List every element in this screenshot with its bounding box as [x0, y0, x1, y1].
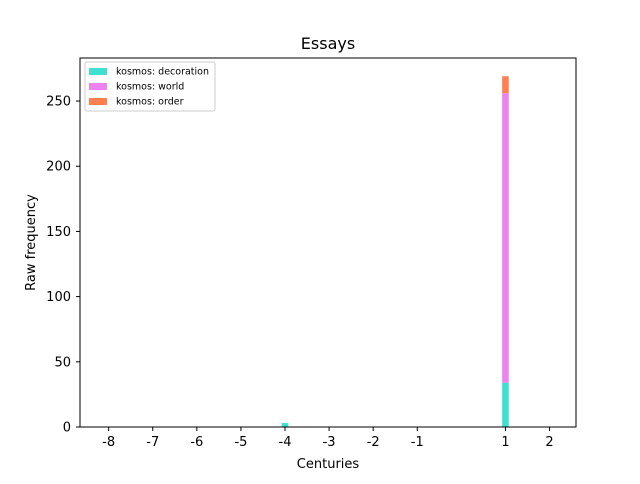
chart-title: Essays [301, 34, 355, 53]
x-tick-label: -2 [367, 435, 380, 450]
x-axis-label: Centuries [297, 457, 360, 472]
x-axis-ticks: -8 -7 -6 -5 -4 -3 -2 -1 1 2 [102, 427, 554, 450]
legend-swatch [89, 98, 107, 105]
legend-label: kosmos: world [116, 82, 184, 93]
legend-box [84, 61, 216, 112]
bar-x1-series-0 [502, 382, 509, 427]
x-tick-label: -4 [279, 435, 292, 450]
legend-swatch [89, 83, 107, 90]
bar-x1-series-1 [502, 93, 509, 383]
legend: kosmos: decoration kosmos: world kosmos: o… [84, 61, 216, 112]
y-tick-label: 150 [46, 225, 71, 240]
plot-frame [79, 57, 577, 428]
legend-swatch [89, 68, 107, 75]
bars-layer [281, 76, 509, 427]
bar-x1-series-2 [502, 76, 509, 94]
x-tick-label: -1 [411, 435, 424, 450]
y-tick-label: 50 [54, 355, 71, 370]
y-tick-label: 250 [46, 95, 71, 110]
y-axis-ticks: 0 50 100 150 200 250 [46, 95, 80, 436]
legend-label: kosmos: decoration [116, 67, 209, 78]
axes-layer [79, 57, 577, 428]
x-tick-label: -3 [323, 435, 336, 450]
x-tick-label: -8 [102, 435, 115, 450]
y-tick-label: 0 [63, 421, 71, 436]
x-tick-label: -7 [146, 435, 159, 450]
x-tick-label: -6 [190, 435, 203, 450]
legend-label: kosmos: order [116, 97, 184, 108]
x-tick-label: -5 [234, 435, 247, 450]
plot-area [80, 58, 576, 427]
bar-xneg4-series-0 [281, 423, 289, 427]
x-tick-label: 2 [545, 435, 553, 450]
x-tick-label: 1 [501, 435, 509, 450]
y-axis-label: Raw frequency [24, 194, 39, 291]
y-tick-label: 200 [46, 160, 71, 175]
y-tick-label: 100 [46, 290, 71, 305]
